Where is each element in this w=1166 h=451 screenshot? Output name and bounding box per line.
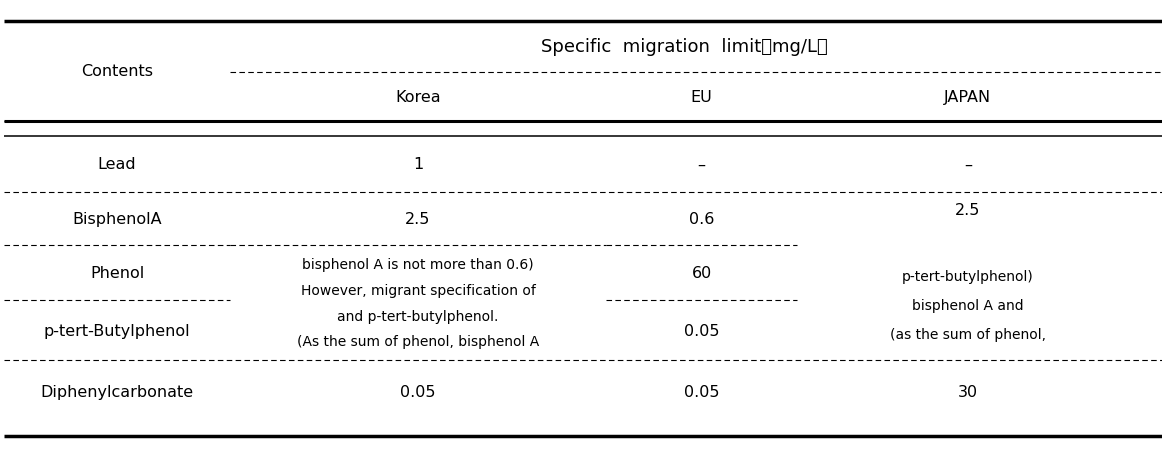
Text: (as the sum of phenol,: (as the sum of phenol, bbox=[890, 327, 1046, 341]
Text: However, migrant specification of: However, migrant specification of bbox=[301, 283, 535, 297]
Text: 60: 60 bbox=[691, 266, 711, 281]
Text: EU: EU bbox=[690, 90, 712, 105]
Text: Korea: Korea bbox=[395, 90, 441, 105]
Text: Specific  migration  limit（mg/L）: Specific migration limit（mg/L） bbox=[541, 38, 828, 56]
Text: 0.6: 0.6 bbox=[689, 212, 715, 226]
Text: 30: 30 bbox=[957, 384, 978, 399]
Text: BisphenolA: BisphenolA bbox=[72, 212, 162, 226]
Text: 0.05: 0.05 bbox=[684, 323, 719, 338]
Text: –: – bbox=[697, 157, 705, 172]
Text: JAPAN: JAPAN bbox=[944, 90, 991, 105]
Text: p-tert-butylphenol): p-tert-butylphenol) bbox=[902, 269, 1034, 283]
Text: 1: 1 bbox=[413, 157, 423, 172]
Text: bisphenol A and: bisphenol A and bbox=[912, 298, 1024, 312]
Text: 2.5: 2.5 bbox=[406, 212, 430, 226]
Text: Diphenylcarbonate: Diphenylcarbonate bbox=[41, 384, 194, 399]
Text: 0.05: 0.05 bbox=[684, 384, 719, 399]
Text: 0.05: 0.05 bbox=[400, 384, 436, 399]
Text: (As the sum of phenol, bisphenol A: (As the sum of phenol, bisphenol A bbox=[297, 335, 539, 349]
Text: p-tert-Butylphenol: p-tert-Butylphenol bbox=[44, 323, 190, 338]
Text: 2.5: 2.5 bbox=[955, 202, 981, 217]
Text: Contents: Contents bbox=[82, 64, 153, 79]
Text: Phenol: Phenol bbox=[90, 266, 145, 281]
Text: and p-tert-butylphenol.: and p-tert-butylphenol. bbox=[337, 309, 499, 323]
Text: Lead: Lead bbox=[98, 157, 136, 172]
Text: –: – bbox=[964, 157, 972, 172]
Text: bisphenol A is not more than 0.6): bisphenol A is not more than 0.6) bbox=[302, 258, 534, 272]
